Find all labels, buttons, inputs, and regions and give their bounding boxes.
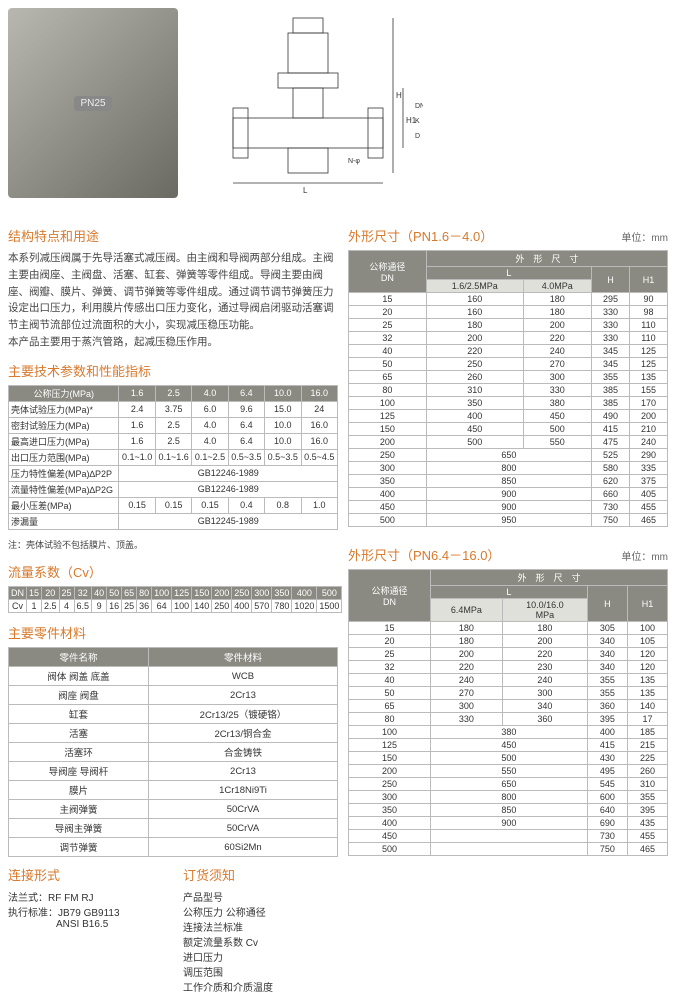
- svg-text:DN: DN: [415, 103, 423, 110]
- order-list: 产品型号公称压力 公称通径连接法兰标准额定流量系数 Cv进口压力调压范围工作介质…: [183, 889, 338, 994]
- heading-tech: 主要技术参数和性能指标: [8, 361, 338, 380]
- heading-flow: 流量系数（Cv）: [8, 562, 338, 581]
- heading-dim1: 外形尺寸（PN1.6－4.0）: [348, 226, 493, 245]
- valve-diagram: H H1 L N-φ DN K D: [193, 8, 671, 201]
- heading-connection: 连接形式: [8, 865, 163, 884]
- svg-text:D: D: [415, 133, 420, 140]
- svg-text:L: L: [303, 186, 308, 195]
- order-item: 公称压力 公称通径: [183, 904, 338, 919]
- svg-text:K: K: [415, 118, 420, 125]
- dim1-table: 公称通径 DN外 形 尺 寸LHH11.6/2.5MPa4.0MPa151601…: [348, 250, 668, 527]
- order-item: 连接法兰标准: [183, 919, 338, 934]
- order-item: 调压范围: [183, 964, 338, 979]
- std-row: 执行标准：JB79 GB9113: [8, 904, 163, 919]
- svg-text:N-φ: N-φ: [348, 158, 360, 165]
- unit-label1: 单位：mm: [621, 229, 668, 244]
- svg-text:H: H: [396, 91, 402, 100]
- materials-table: 零件名称零件材料阀体 阀盖 底盖WCB阀座 阀盘2Cr13缸套2Cr13/25（…: [8, 647, 338, 857]
- heading-materials: 主要零件材料: [8, 623, 338, 642]
- order-item: 进口压力: [183, 949, 338, 964]
- std-row2: ANSI B16.5: [8, 919, 163, 930]
- heading-dim2: 外形尺寸（PN6.4－16.0）: [348, 545, 500, 564]
- heading-structure: 结构特点和用途: [8, 226, 338, 245]
- unit-label2: 单位：mm: [621, 548, 668, 563]
- tech-params-table: 公称压力(MPa)1.62.54.06.410.016.0壳体试验压力(MPa)…: [8, 385, 338, 530]
- order-item: 工作介质和介质温度: [183, 979, 338, 994]
- structure-desc: 本系列减压阀属于先导活塞式减压阀。由主阀和导阀两部分组成。主阀主要由阀座、主阀盘…: [8, 250, 338, 334]
- valve-photo: [8, 8, 178, 198]
- dim2-table: 公称通径 DN外 形 尺 寸LHH16.4MPa10.0/16.0 MPa151…: [348, 569, 668, 856]
- heading-order: 订货须知: [183, 865, 338, 884]
- flange-row: 法兰式：RF FM RJ: [8, 889, 163, 904]
- order-item: 产品型号: [183, 889, 338, 904]
- flow-coef-table: DN15202532405065801001251502002503003504…: [8, 586, 342, 613]
- tech-footnote: 注：壳体试验不包括膜片、顶盖。: [8, 538, 338, 552]
- structure-desc2: 本产品主要用于蒸汽管路，起减压稳压作用。: [8, 334, 338, 351]
- order-item: 额定流量系数 Cv: [183, 934, 338, 949]
